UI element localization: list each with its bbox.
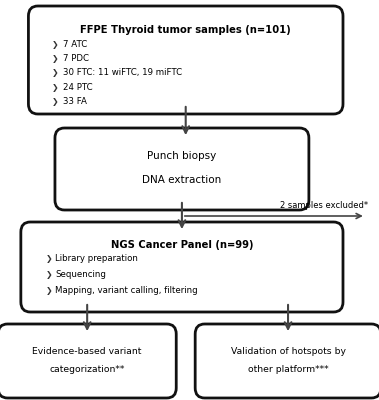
Text: Mapping, variant calling, filtering: Mapping, variant calling, filtering: [55, 286, 197, 295]
Text: 24 PTC: 24 PTC: [63, 83, 92, 92]
Text: Validation of hotspots by: Validation of hotspots by: [230, 346, 346, 356]
Text: FFPE Thyroid tumor samples (n=101): FFPE Thyroid tumor samples (n=101): [80, 25, 291, 35]
Text: ❯: ❯: [52, 54, 58, 63]
Text: ❯: ❯: [52, 97, 58, 106]
Text: ❯: ❯: [52, 83, 58, 92]
Text: Library preparation: Library preparation: [55, 254, 138, 263]
Text: 2 samples excluded*: 2 samples excluded*: [280, 201, 368, 210]
Text: ❯: ❯: [52, 40, 58, 48]
Text: categorization**: categorization**: [50, 365, 125, 374]
Text: Punch biopsy: Punch biopsy: [147, 151, 216, 161]
Text: 7 ATC: 7 ATC: [63, 40, 87, 48]
Text: Sequencing: Sequencing: [55, 270, 106, 279]
Text: 33 FA: 33 FA: [63, 97, 86, 106]
Text: other platform***: other platform***: [248, 365, 328, 374]
Text: NGS Cancer Panel (n=99): NGS Cancer Panel (n=99): [111, 240, 253, 250]
Text: 7 PDC: 7 PDC: [63, 54, 89, 63]
Text: ❯: ❯: [52, 68, 58, 77]
Text: DNA extraction: DNA extraction: [142, 175, 222, 185]
FancyBboxPatch shape: [28, 6, 343, 114]
FancyBboxPatch shape: [195, 324, 379, 398]
FancyBboxPatch shape: [21, 222, 343, 312]
Text: Evidence-based variant: Evidence-based variant: [33, 346, 142, 356]
FancyBboxPatch shape: [0, 324, 176, 398]
FancyBboxPatch shape: [55, 128, 309, 210]
Text: ❯: ❯: [46, 254, 53, 263]
Text: 30 FTC: 11 wiFTC, 19 miFTC: 30 FTC: 11 wiFTC, 19 miFTC: [63, 68, 182, 77]
Text: ❯: ❯: [46, 286, 53, 295]
Text: ❯: ❯: [46, 270, 53, 279]
